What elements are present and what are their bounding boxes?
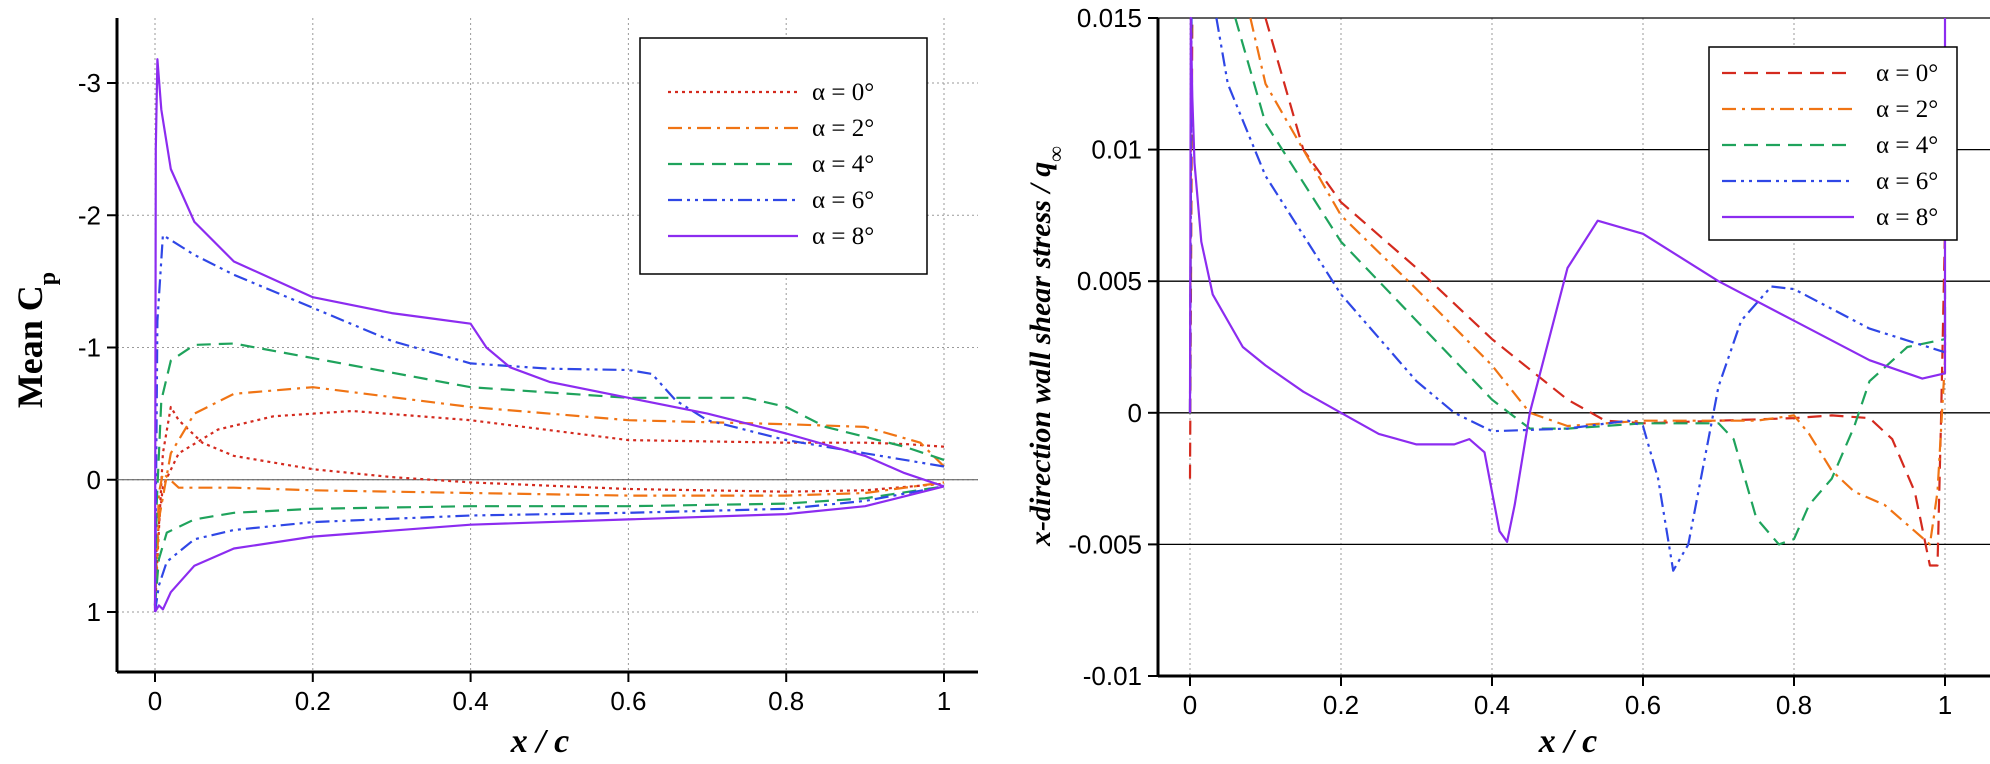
cp-legend-label: α = 6° [812, 187, 874, 214]
cp-legend-label: α = 0° [812, 79, 874, 106]
tau-y-axis-title-group: x-direction wall shear stress / q∞ [1024, 146, 1068, 547]
cp-y-axis-title: Mean Cp [10, 272, 61, 408]
tau-xtick-label: 0.4 [1474, 690, 1510, 720]
tau-y-axis-title: x-direction wall shear stress / q∞ [1024, 146, 1068, 547]
tau-ytick-label: -0.01 [1083, 661, 1142, 691]
tau-series-1-line [1249, 17, 1947, 546]
tau-xtick-label: 0 [1183, 690, 1197, 720]
tau-chart: 0 0.2 0.4 0.6 0.8 1 -0.01 -0.005 0 0.005 0.01 0.015… [1024, 3, 1990, 760]
cp-xtick-label: 0.6 [610, 686, 646, 716]
tau-legend-label: α = 6° [1876, 168, 1938, 195]
tau-series-2-line [1234, 17, 1947, 546]
cp-series-2-line [153, 485, 945, 606]
cp-legend-label: α = 8° [812, 223, 874, 250]
cp-series-0-line [153, 409, 945, 613]
tau-ytick-label: 0.005 [1077, 266, 1142, 296]
tau-xtick-label: 0.2 [1323, 690, 1359, 720]
tau-legend-label: α = 0° [1876, 60, 1938, 87]
tau-series-4-line [1188, 16, 1947, 543]
cp-series-group [153, 58, 945, 613]
cp-ytick-label: -2 [78, 200, 101, 230]
tau-legend: α = 0° α = 2° α = 4° α = 6° α = 8° [1708, 46, 1958, 241]
cp-series-2-line [153, 342, 945, 606]
tau-xtick-label: 0.8 [1776, 690, 1812, 720]
tau-x-axis-title: x / c [1538, 723, 1598, 760]
cp-xtick-label: 1 [937, 686, 951, 716]
cp-chart: 0 0.2 0.4 0.6 0.8 1 -3 -2 -1 0 1 α = 0° α = 2° α = 4… [10, 18, 978, 760]
cp-ytick-label: 0 [87, 465, 101, 495]
cp-series-1-line [153, 472, 945, 606]
cp-x-axis-title: x / c [510, 723, 570, 760]
cp-series-4-line [153, 58, 945, 613]
cp-legend: α = 0° α = 2° α = 4° α = 6° α = 8° [639, 37, 928, 275]
tau-legend-box [1708, 46, 1958, 241]
tau-series-group [1188, 16, 1947, 572]
cp-legend-label: α = 2° [812, 115, 874, 142]
tau-ytick-label: 0.01 [1091, 135, 1142, 165]
cp-series-4-line [154, 485, 945, 613]
tau-legend-label: α = 8° [1876, 204, 1938, 231]
tau-series-3-line [1215, 17, 1947, 572]
cp-xtick-label: 0.4 [453, 686, 489, 716]
cp-legend-label: α = 4° [812, 151, 874, 178]
cp-ytick-label: 1 [87, 597, 101, 627]
tau-legend-label: α = 2° [1876, 96, 1938, 123]
tau-xtick-label: 0.6 [1625, 690, 1661, 720]
cp-series-3-line [153, 485, 945, 613]
cp-legend-box [639, 37, 928, 275]
cp-ytick-label: -1 [78, 333, 101, 363]
tau-ytick-label: -0.005 [1068, 529, 1142, 559]
tau-series-0-line [1264, 17, 1947, 567]
cp-ytick-label: -3 [78, 68, 101, 98]
cp-xtick-label: 0.2 [295, 686, 331, 716]
cp-xtick-label: 0.8 [768, 686, 804, 716]
cp-ticks: 0 0.2 0.4 0.6 0.8 1 -3 -2 -1 0 1 [78, 68, 951, 716]
tau-ytick-label: 0.015 [1077, 3, 1142, 33]
cp-series-3-line [153, 234, 945, 613]
cp-series-1-line [153, 386, 945, 606]
cp-y-axis-title-group: Mean Cp [10, 272, 61, 408]
tau-xtick-label: 1 [1938, 690, 1952, 720]
cp-xtick-label: 0 [148, 686, 162, 716]
tau-legend-label: α = 4° [1876, 132, 1938, 159]
tau-ytick-label: 0 [1128, 398, 1142, 428]
tau-ticks: 0 0.2 0.4 0.6 0.8 1 -0.01 -0.005 0 0.005 0.01 0.015 [1068, 3, 1952, 720]
